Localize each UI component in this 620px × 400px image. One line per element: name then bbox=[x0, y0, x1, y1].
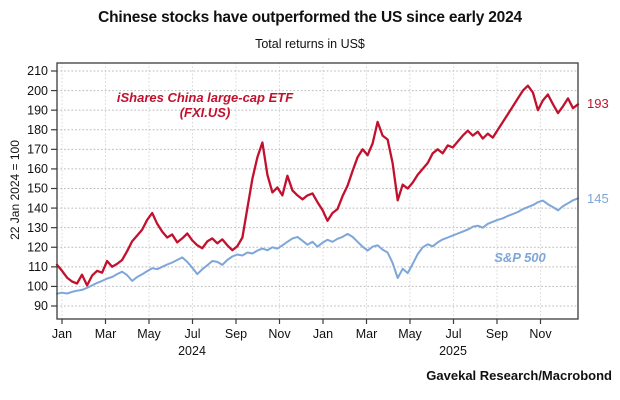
y-tick-label: 100 bbox=[27, 280, 48, 294]
y-tick-label: 140 bbox=[27, 201, 48, 215]
y-tick-label: 180 bbox=[27, 123, 48, 137]
x-tick-label: Jul bbox=[185, 327, 201, 341]
chart-subtitle: Total returns in US$ bbox=[255, 37, 365, 51]
x-tick-label: May bbox=[398, 327, 422, 341]
x-axis-year-2024: 2024 bbox=[178, 344, 206, 358]
end-value-sp500: 145 bbox=[587, 191, 609, 206]
x-tick-label: Nov bbox=[268, 327, 291, 341]
y-tick-label: 210 bbox=[27, 64, 48, 78]
series-label-sp500: S&P 500 bbox=[494, 250, 546, 265]
y-tick-label: 150 bbox=[27, 182, 48, 196]
y-tick-label: 120 bbox=[27, 240, 48, 254]
x-tick-label: Nov bbox=[529, 327, 552, 341]
y-tick-label: 130 bbox=[27, 221, 48, 235]
y-tick-label: 160 bbox=[27, 162, 48, 176]
x-tick-label: Sep bbox=[225, 327, 247, 341]
chart-title: Chinese stocks have outperformed the US … bbox=[98, 9, 522, 26]
x-axis-year-2025: 2025 bbox=[439, 344, 467, 358]
x-tick-label: Mar bbox=[95, 327, 117, 341]
y-tick-label: 110 bbox=[28, 260, 48, 274]
x-tick-label: Jan bbox=[52, 327, 72, 341]
series-line-fxi bbox=[55, 84, 580, 287]
x-tick-label: Jan bbox=[313, 327, 333, 341]
x-tick-label: Sep bbox=[486, 327, 508, 341]
x-tick-label: Mar bbox=[356, 327, 378, 341]
series-label-fxi: iShares China large-cap ETF (FXI.US) bbox=[116, 90, 294, 120]
series-line-sp500 bbox=[56, 197, 579, 295]
source-attribution: Gavekal Research/Macrobond bbox=[426, 368, 612, 383]
end-value-fxi: 193 bbox=[587, 96, 609, 111]
y-tick-label: 200 bbox=[27, 84, 48, 98]
y-tick-label: 190 bbox=[27, 103, 48, 117]
y-tick-label: 90 bbox=[34, 299, 48, 313]
plot-frame bbox=[56, 62, 579, 320]
x-tick-label: May bbox=[137, 327, 161, 341]
x-tick-label: Jul bbox=[446, 327, 462, 341]
y-tick-label: 170 bbox=[27, 143, 48, 157]
